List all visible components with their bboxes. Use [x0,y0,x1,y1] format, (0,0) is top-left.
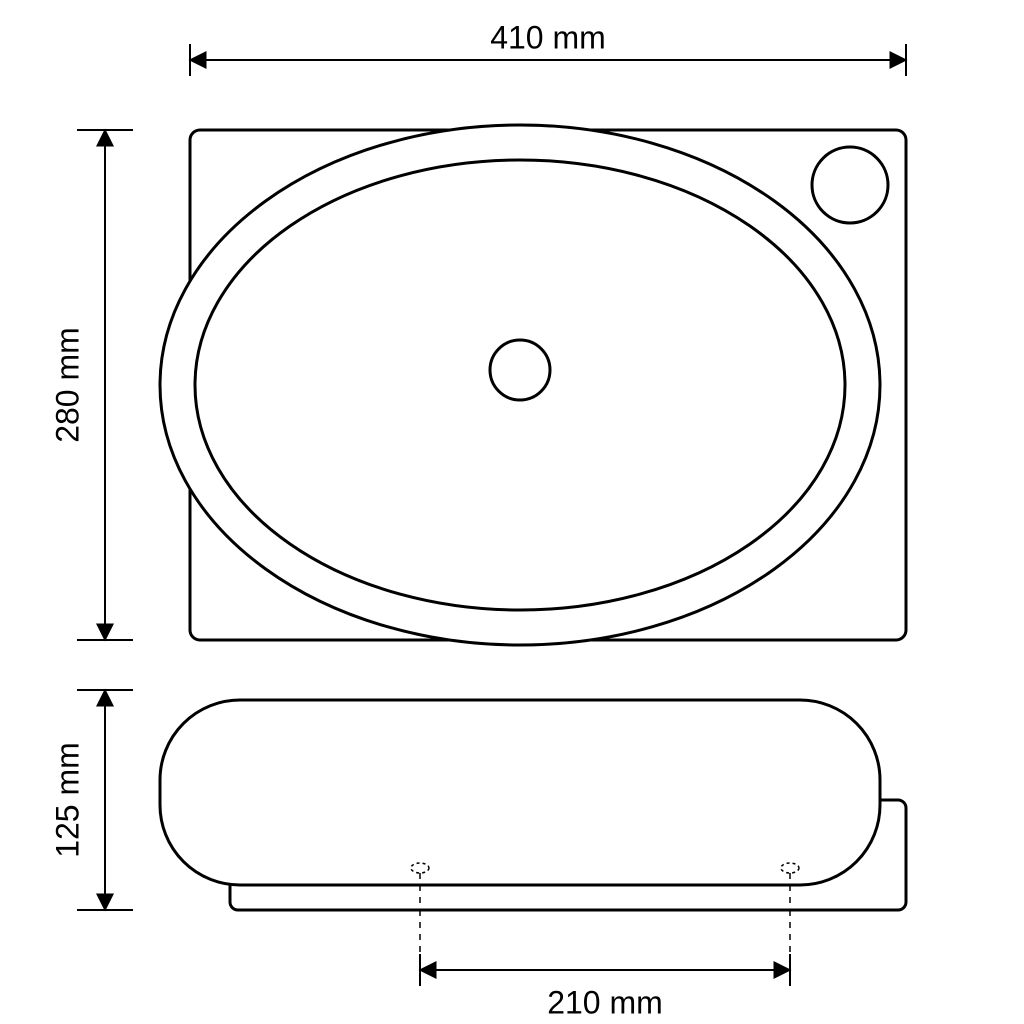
label-width: 410 mm [490,19,606,55]
label-depth: 280 mm [49,327,85,443]
basin-outer [160,125,880,645]
side-basin-body [160,700,880,885]
label-height: 125 mm [49,742,85,858]
tap-hole [812,147,888,223]
technical-drawing: 410 mm 280 mm 125 mm 210 mm [0,0,1024,1024]
drawing-layer: 410 mm 280 mm 125 mm 210 mm [49,19,906,1020]
label-mount: 210 mm [547,984,663,1020]
